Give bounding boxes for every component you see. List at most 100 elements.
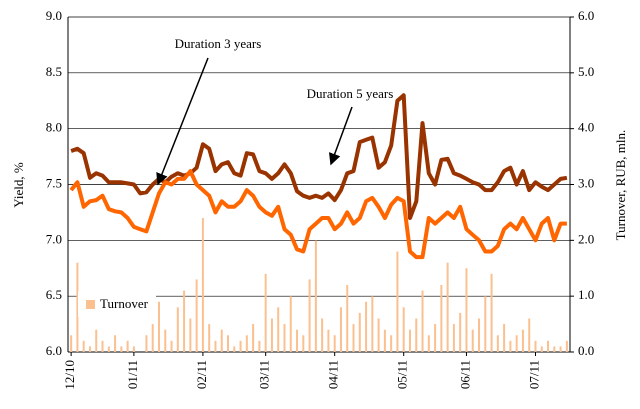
bar: [164, 329, 167, 352]
bar: [396, 251, 399, 352]
bar: [365, 301, 368, 352]
y-tick-label: 9.0: [46, 8, 62, 23]
bar: [151, 324, 154, 352]
bar: [76, 262, 79, 352]
bar: [88, 346, 91, 352]
bar: [371, 296, 374, 352]
bar: [553, 346, 556, 352]
y2-tick-label: 6.0: [578, 8, 594, 23]
line: [69, 169, 567, 260]
bar: [377, 318, 380, 352]
bar: [264, 273, 267, 352]
x-tick-label: 04/11: [326, 360, 341, 389]
y2-tick-label: 3.0: [578, 175, 594, 190]
annotation: Duration 5 years: [307, 86, 394, 101]
bar: [427, 335, 430, 352]
bar: [114, 335, 117, 352]
bar: [565, 340, 568, 352]
x-tick-label: 06/11: [457, 360, 472, 389]
bar: [452, 324, 455, 352]
bar: [208, 324, 211, 352]
bar: [540, 346, 543, 352]
bar: [308, 279, 311, 352]
y2-tick-label: 1.0: [578, 287, 594, 302]
bar: [227, 335, 230, 352]
bar: [170, 340, 173, 352]
y-tick-label: 8.5: [46, 64, 62, 79]
bar: [314, 240, 317, 352]
x-tick-label: 07/11: [526, 360, 541, 389]
bar: [220, 329, 223, 352]
x-tick-label: 03/11: [257, 360, 272, 389]
bar: [402, 307, 405, 352]
y2-tick-label: 0.0: [578, 343, 594, 358]
bar: [383, 329, 386, 352]
bar: [358, 312, 361, 352]
bar: [107, 346, 110, 352]
bar: [547, 340, 550, 352]
bar: [515, 335, 518, 352]
bar: [321, 318, 324, 352]
bar: [214, 340, 217, 352]
bar: [327, 329, 330, 352]
bar: [408, 329, 411, 352]
bar: [195, 279, 198, 352]
bar: [390, 335, 393, 352]
bar: [258, 340, 261, 352]
bar: [245, 335, 248, 352]
annotation: Duration 3 years: [175, 36, 262, 51]
bar: [201, 218, 204, 352]
legend-swatch: [86, 300, 95, 309]
bar: [434, 324, 437, 352]
y-tick-label: 6.0: [46, 343, 62, 358]
bar: [333, 335, 336, 352]
bar: [176, 307, 179, 352]
bar: [132, 346, 135, 352]
bar: [252, 324, 255, 352]
bar: [440, 285, 443, 352]
bar: [421, 290, 424, 352]
bar: [446, 262, 449, 352]
bar: [465, 268, 468, 352]
y-tick-label: 7.5: [46, 175, 62, 190]
bar: [496, 335, 499, 352]
legend-label: Turnover: [100, 296, 149, 311]
bar: [277, 307, 280, 352]
bar: [471, 329, 474, 352]
bar: [302, 335, 305, 352]
bar: [478, 318, 481, 352]
bar: [120, 346, 123, 352]
bar: [346, 285, 349, 352]
arrow: [156, 57, 209, 186]
arrow: [328, 106, 353, 166]
x-tick-label: 02/11: [194, 360, 209, 389]
bar: [157, 301, 160, 352]
bar: [183, 290, 186, 352]
bar: [509, 340, 512, 352]
bar: [145, 335, 148, 352]
y-tick-label: 7.0: [46, 231, 62, 246]
bar: [559, 346, 562, 352]
line: [70, 93, 568, 220]
y2-tick-label: 5.0: [578, 64, 594, 79]
y-tick-label: 8.0: [46, 120, 62, 135]
bar: [352, 324, 355, 352]
bar: [233, 346, 236, 352]
bar: [534, 340, 537, 352]
bar: [101, 340, 104, 352]
bar: [503, 324, 506, 352]
y2-tick-label: 2.0: [578, 231, 594, 246]
x-tick-label: 05/11: [395, 360, 410, 389]
bar: [283, 324, 286, 352]
bar: [270, 318, 273, 352]
bar: [415, 318, 418, 352]
x-tick-label: 12/10: [62, 360, 77, 390]
bar: [239, 340, 242, 352]
y-axis-label: Yield, %: [11, 162, 26, 208]
bar: [95, 329, 98, 352]
bar: [490, 273, 493, 352]
bar: [289, 296, 292, 352]
y2-tick-label: 4.0: [578, 120, 594, 135]
bar: [484, 296, 487, 352]
